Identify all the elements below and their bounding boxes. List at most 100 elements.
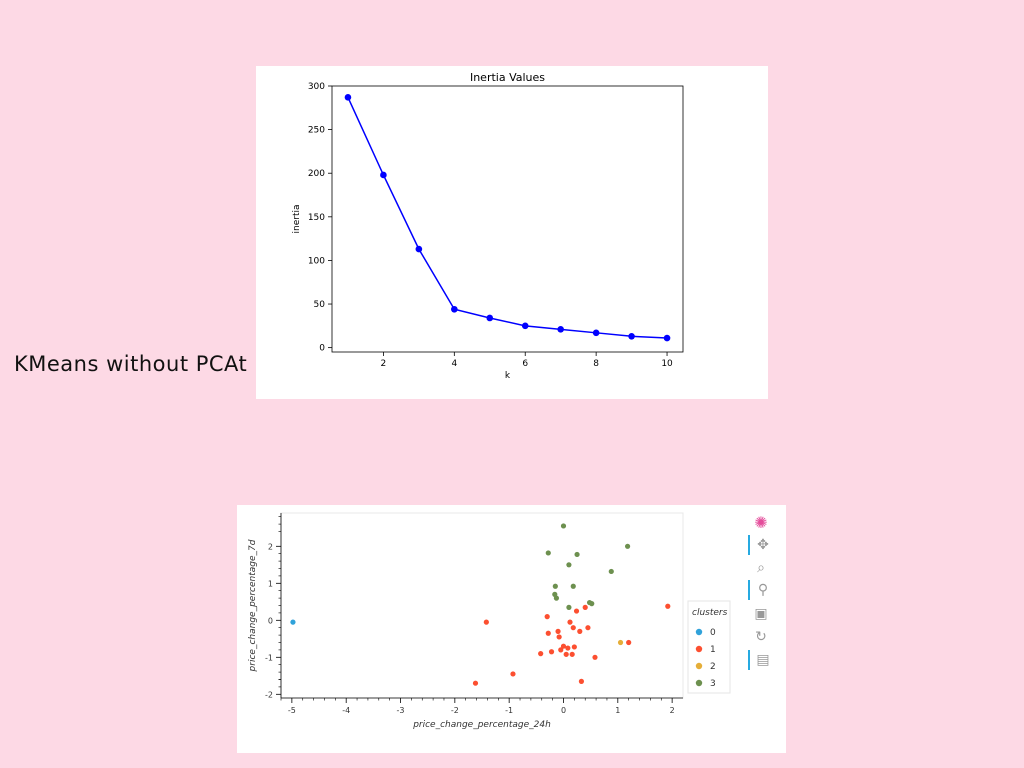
cluster-3-point bbox=[566, 562, 572, 568]
cluster-1-point bbox=[569, 651, 575, 657]
y-tick-label: 1 bbox=[268, 579, 273, 588]
legend-label-3: 3 bbox=[710, 679, 716, 689]
inertia-chart-panel: Inertia Values 2 4 6 8 10 0 50 100 150 200 250 300 k i… bbox=[256, 66, 768, 399]
inertia-point bbox=[592, 329, 600, 337]
y-tick-label: 0 bbox=[268, 616, 273, 625]
x-tick-label: -5 bbox=[288, 706, 296, 715]
cluster-scatter-chart: -5 -4 -3 -2 -1 0 1 2 -2 -1 0 1 2 price_change_percent… bbox=[248, 512, 731, 730]
cluster-scatter-panel: -5 -4 -3 -2 -1 0 1 2 -2 -1 0 1 2 price_change_percent… bbox=[237, 505, 786, 753]
legend-swatch-1 bbox=[695, 645, 703, 653]
x-axis-label: price_change_percentage_24h bbox=[412, 720, 551, 730]
box-zoom-icon[interactable]: ⌕ bbox=[757, 560, 765, 576]
x-tick-label: -4 bbox=[342, 706, 350, 715]
inertia-point bbox=[380, 171, 387, 179]
cluster-1-point bbox=[556, 634, 562, 640]
inertia-point bbox=[344, 94, 352, 101]
inertia-point bbox=[557, 326, 564, 333]
legend-swatch-2 bbox=[695, 662, 703, 670]
cluster-1-point bbox=[592, 654, 598, 660]
inertia-point bbox=[663, 334, 671, 342]
y-tick-label: -2 bbox=[265, 690, 273, 699]
chart-title: Inertia Values bbox=[470, 71, 545, 84]
cluster-1-point bbox=[483, 619, 489, 625]
y-tick-label: 50 bbox=[314, 300, 326, 310]
cluster-1-point bbox=[585, 625, 591, 631]
cluster-1-point bbox=[573, 608, 580, 614]
cluster-1-point bbox=[578, 678, 585, 684]
inertia-point bbox=[451, 305, 458, 313]
cluster-1-point bbox=[665, 603, 671, 609]
x-tick-label: 8 bbox=[593, 359, 599, 369]
x-tick-label: 1 bbox=[615, 706, 620, 715]
cluster-0-point bbox=[290, 619, 296, 625]
cluster-1-point bbox=[558, 647, 564, 653]
x-tick-label: 10 bbox=[661, 359, 673, 369]
inertia-line bbox=[347, 97, 668, 339]
bokeh-logo-icon: ✺ bbox=[754, 512, 768, 532]
cluster-3-point bbox=[545, 550, 551, 556]
x-tick-label: 0 bbox=[561, 706, 566, 715]
y-tick-label: 300 bbox=[308, 82, 325, 92]
cluster-1-point bbox=[560, 643, 567, 649]
cluster-3-point bbox=[552, 583, 558, 589]
reset-icon[interactable]: ↻ bbox=[755, 629, 767, 645]
x-tick-label: -2 bbox=[451, 706, 459, 715]
cluster-1-point bbox=[548, 649, 555, 655]
inertia-point bbox=[415, 245, 423, 253]
cluster-3-point bbox=[589, 601, 595, 607]
inertia-point bbox=[521, 322, 529, 330]
legend-swatch-0 bbox=[695, 628, 703, 636]
y-axis-label: inertia bbox=[292, 205, 302, 234]
y-tick-label: 200 bbox=[308, 169, 325, 179]
plot-toolbar: ✺ ✥ ⌕ ⚲ ▣ ↻ ▤ bbox=[746, 510, 776, 680]
legend-label-2: 2 bbox=[710, 662, 716, 672]
plot-frame bbox=[280, 512, 684, 699]
cluster-3-point bbox=[553, 595, 560, 601]
x-axis-label: k bbox=[505, 371, 511, 381]
x-tick-label: -3 bbox=[397, 706, 405, 715]
cluster-2-point bbox=[617, 639, 624, 646]
inertia-point bbox=[486, 314, 494, 322]
cluster-1-point bbox=[626, 639, 632, 646]
cluster-3-point bbox=[570, 583, 576, 589]
cluster-1-point bbox=[563, 651, 569, 657]
cluster-1-point bbox=[510, 671, 516, 677]
y-tick-label: -1 bbox=[265, 653, 273, 662]
save-icon[interactable]: ▣ bbox=[754, 606, 768, 622]
y-axis-label: price_change_percentage_7d bbox=[248, 539, 258, 672]
cluster-3-point bbox=[624, 543, 631, 549]
legend-label-0: 0 bbox=[710, 628, 716, 638]
legend-label-1: 1 bbox=[710, 645, 716, 655]
pan-icon[interactable]: ✥ bbox=[748, 535, 776, 555]
cluster-1-point bbox=[570, 625, 576, 631]
cluster-1-point bbox=[577, 628, 583, 634]
cluster-1-point bbox=[538, 651, 544, 657]
y-tick-label: 150 bbox=[308, 213, 325, 223]
legend-box bbox=[687, 600, 731, 694]
cluster-1-point bbox=[545, 630, 551, 636]
legend-title: clusters bbox=[692, 608, 728, 618]
hover-icon[interactable]: ▤ bbox=[748, 650, 776, 670]
x-tick-label: -1 bbox=[505, 706, 513, 715]
cluster-3-point bbox=[608, 568, 614, 575]
side-caption: KMeans without PCAt bbox=[14, 352, 248, 376]
cluster-1-point bbox=[582, 604, 588, 610]
x-tick-label: 6 bbox=[522, 359, 528, 369]
cluster-1-point bbox=[544, 614, 550, 620]
inertia-point bbox=[628, 333, 635, 340]
x-tick-label: 4 bbox=[451, 359, 457, 369]
cluster-3-point bbox=[566, 604, 572, 610]
y-tick-label: 2 bbox=[268, 542, 273, 551]
cluster-1-point bbox=[555, 628, 561, 634]
cluster-1-point bbox=[567, 619, 573, 625]
cluster-3-point bbox=[574, 551, 580, 558]
wheel-zoom-icon[interactable]: ⚲ bbox=[748, 580, 776, 600]
cluster-1-point bbox=[565, 645, 571, 651]
legend-swatch-3 bbox=[695, 679, 703, 687]
x-tick-label: 2 bbox=[670, 706, 675, 715]
y-tick-label: 250 bbox=[308, 126, 325, 136]
cluster-3-point bbox=[560, 523, 567, 529]
y-tick-label: 100 bbox=[308, 256, 325, 266]
y-tick-label: 0 bbox=[319, 344, 325, 354]
